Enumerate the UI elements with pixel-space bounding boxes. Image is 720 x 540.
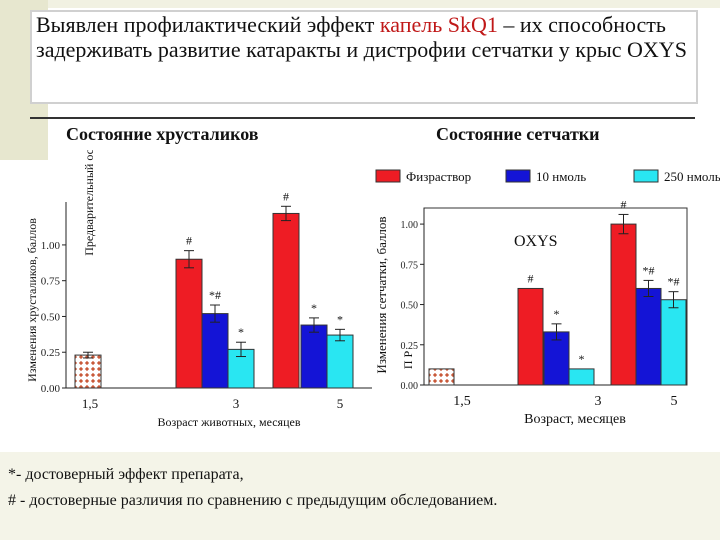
x-category-label: 1,5 — [453, 394, 471, 409]
significance-mark: * — [554, 307, 560, 321]
legend-swatch — [375, 169, 401, 183]
bar — [543, 331, 570, 386]
bar — [326, 334, 354, 389]
significance-mark: # — [528, 271, 534, 285]
significance-mark: * — [337, 312, 343, 326]
legend-label: Физраствор — [406, 169, 471, 184]
x-category-label: 1,5 — [82, 396, 98, 411]
significance-mark: *# — [209, 288, 221, 302]
significance-mark: *# — [643, 263, 655, 277]
bar — [300, 324, 328, 389]
bar — [428, 368, 455, 386]
significance-mark: # — [283, 189, 289, 203]
y-tick-label: 0.00 — [401, 381, 419, 392]
y-axis-label: Изменения хрусталиков, баллов — [25, 218, 39, 382]
x-category-label: 3 — [595, 394, 602, 409]
y-tick-label: 0.25 — [401, 341, 419, 352]
title-part1: Выявлен профилактический эффект — [36, 12, 380, 37]
significance-mark: * — [238, 325, 244, 339]
baseline-exam-label: Предварительный осмотр — [82, 150, 96, 256]
retina-chart: 0.00 0.25 0.50 0.75 1.00 # # * *# * *# 1,5 3 5 Возраст… — [374, 169, 720, 427]
y-tick-label: 0.50 — [41, 311, 61, 323]
bar — [175, 258, 203, 389]
significance-mark: *# — [668, 275, 680, 289]
bar — [610, 223, 637, 386]
decorative-band-top — [48, 0, 720, 8]
lens-chart: 0.00 0.25 0.50 0.75 1.00 # # *# * * * 1,5 3 5 Возраст … — [25, 150, 372, 429]
y-tick-label: 0.75 — [401, 260, 419, 271]
left-panel-heading: Состояние хрусталиков — [66, 124, 259, 144]
x-axis-label: Возраст животных, месяцев — [158, 415, 301, 429]
bar — [74, 354, 102, 389]
x-axis-label: Возраст, месяцев — [524, 412, 626, 427]
footnote-star: *- достоверный эффект препарата, — [8, 466, 244, 483]
title-part2: – их способность задерживать развитие ка… — [36, 12, 687, 62]
y-tick-label: 1.00 — [41, 240, 61, 252]
title-q1: Q1 — [471, 12, 498, 37]
legend-swatch — [633, 169, 659, 183]
significance-mark: # — [186, 234, 192, 248]
slide-title: Выявлен профилактический эффект капель S… — [36, 12, 696, 62]
bar — [272, 212, 300, 389]
x-category-label: 3 — [233, 396, 240, 411]
divider-rule — [30, 117, 695, 119]
y-tick-label: 1.00 — [401, 220, 419, 231]
significance-mark: * — [311, 301, 317, 315]
bar — [201, 313, 229, 389]
chart-annotation: OXYS — [514, 233, 558, 250]
x-category-label: 5 — [337, 396, 344, 411]
y-tick-label: 0.50 — [401, 301, 419, 312]
bar — [660, 299, 687, 386]
bar — [517, 287, 544, 386]
baseline-label: П Р — [401, 351, 415, 370]
footnote-band — [0, 452, 720, 540]
significance-mark: # — [621, 197, 627, 211]
bar — [568, 368, 595, 386]
right-panel-heading: Состояние сетчатки — [436, 124, 600, 144]
y-tick-label: 0.00 — [41, 383, 61, 395]
significance-mark: * — [579, 352, 585, 366]
title-box — [30, 10, 698, 104]
y-tick-label: 0.75 — [41, 276, 61, 288]
bar — [635, 287, 662, 386]
legend-label: 250 нмоль — [664, 169, 720, 184]
legend-label: 10 нмоль — [536, 169, 586, 184]
legend-swatch — [505, 169, 531, 183]
title-highlight: капель Sk — [379, 12, 471, 37]
y-axis-label: Изменения сетчатки, баллов — [374, 216, 389, 373]
footnote-hash: # - достоверные различия по сравнению с … — [8, 492, 498, 509]
y-tick-label: 0.25 — [41, 347, 61, 359]
x-category-label: 5 — [671, 394, 678, 409]
